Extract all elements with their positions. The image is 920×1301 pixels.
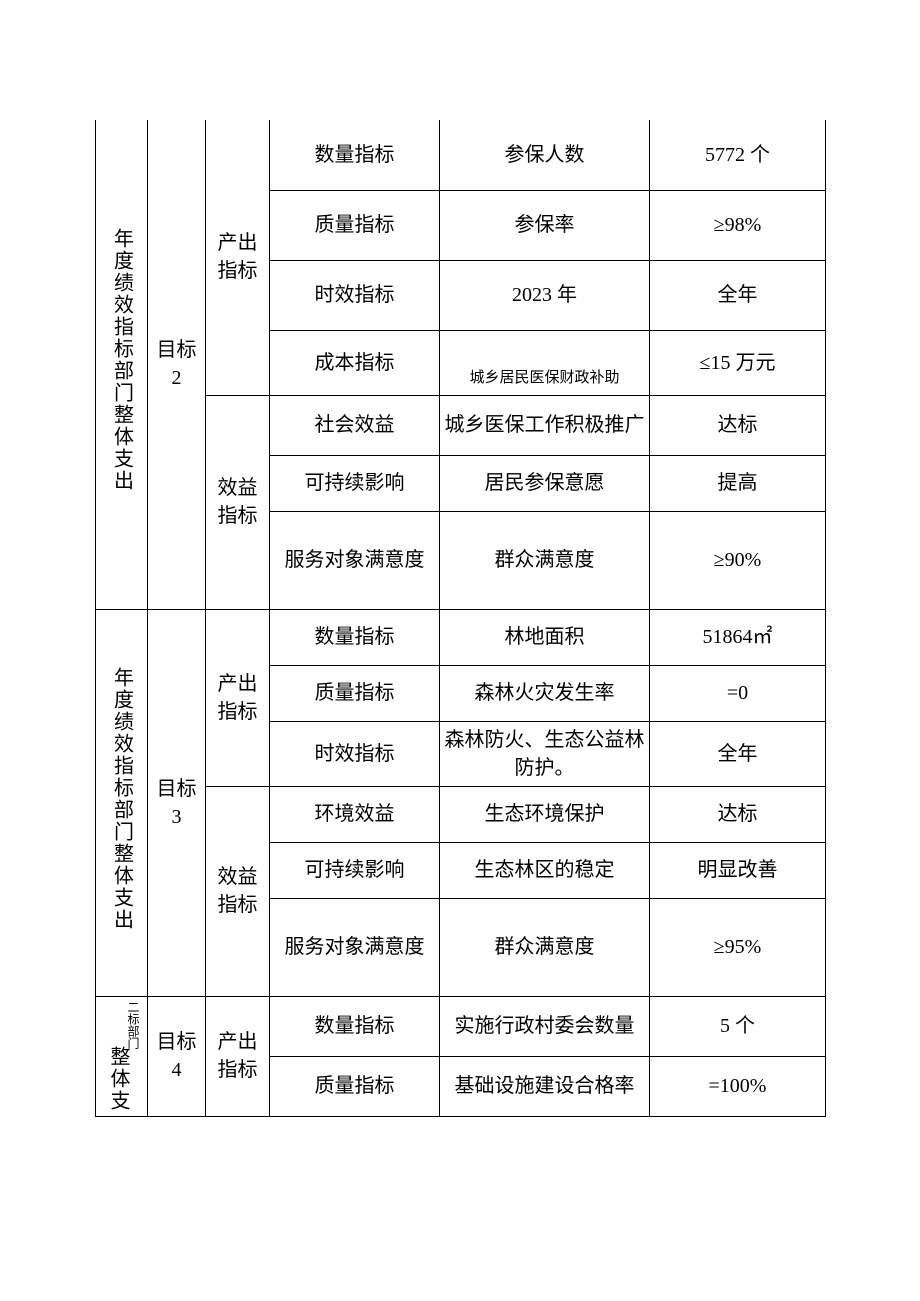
indicator-cell: 可持续影响: [270, 842, 440, 898]
desc-cell: 基础设施建设合格率: [440, 1056, 650, 1116]
cat-output-label: 产出指标: [218, 232, 258, 282]
indicator-cell: 环境效益: [270, 786, 440, 842]
indicator-cell: 时效指标: [270, 721, 440, 786]
indicator-cell: 成本指标: [270, 330, 440, 395]
value-cell: 5772 个: [650, 120, 826, 190]
indicator-cell: 时效指标: [270, 260, 440, 330]
value-cell: 5 个: [650, 996, 826, 1056]
table-row: 效益指标 环境效益 生态环境保护 达标: [96, 786, 826, 842]
value-cell: 全年: [650, 260, 826, 330]
cat-output-label: 产出指标: [218, 673, 258, 723]
side-label-text: 年度绩效指标部门整体支出: [108, 667, 136, 931]
indicator-cell: 数量指标: [270, 996, 440, 1056]
value-cell: =100%: [650, 1056, 826, 1116]
value-cell: ≤15 万元: [650, 330, 826, 395]
value-cell: ≥95%: [650, 898, 826, 996]
category-benefit: 效益指标: [206, 786, 270, 996]
value-cell: 51864㎡: [650, 609, 826, 665]
category-output: 产出指标: [206, 120, 270, 395]
category-output: 产出指标: [206, 996, 270, 1116]
value-cell: ≥98%: [650, 190, 826, 260]
desc-cell: 森林火灾发生率: [440, 665, 650, 721]
target-label: 目标4: [157, 1031, 197, 1081]
cat-benefit-label: 效益指标: [218, 866, 258, 916]
cat-output-label: 产出指标: [218, 1031, 258, 1081]
indicator-cell: 质量指标: [270, 1056, 440, 1116]
desc-cell: 2023 年: [440, 260, 650, 330]
table-row: 效益指标 社会效益 城乡医保工作积极推广 达标: [96, 395, 826, 455]
desc-cell: 群众满意度: [440, 898, 650, 996]
category-benefit: 效益指标: [206, 395, 270, 609]
desc-cell: 森林防火、生态公益林防护。: [440, 721, 650, 786]
indicator-cell: 质量指标: [270, 190, 440, 260]
desc-cell: 实施行政村委会数量: [440, 996, 650, 1056]
desc-cell: 生态林区的稳定: [440, 842, 650, 898]
table-row: 年度绩效指标部门整体支出 目标2 产出指标 数量指标 参保人数 5772 个: [96, 120, 826, 190]
target-label: 目标3: [157, 778, 197, 828]
side-label-text-top: 二标部门: [124, 1001, 141, 1049]
desc-cell: 群众满意度: [440, 511, 650, 609]
table-row: 年度绩效指标部门整体支出 目标3 产出指标 数量指标 林地面积 51864㎡: [96, 609, 826, 665]
value-cell: 达标: [650, 786, 826, 842]
indicator-cell: 社会效益: [270, 395, 440, 455]
value-cell: 明显改善: [650, 842, 826, 898]
desc-cell: 林地面积: [440, 609, 650, 665]
performance-table-page: 年度绩效指标部门整体支出 目标2 产出指标 数量指标 参保人数 5772 个 质…: [0, 0, 920, 1177]
value-cell: ≥90%: [650, 511, 826, 609]
side-label-text-bottom: 整体支: [104, 1046, 132, 1112]
indicator-cell: 质量指标: [270, 665, 440, 721]
target-cell: 目标3: [148, 609, 206, 996]
section-side-label: 年度绩效指标部门整体支出: [96, 609, 148, 996]
indicator-cell: 可持续影响: [270, 455, 440, 511]
target-cell: 目标4: [148, 996, 206, 1116]
value-cell: 全年: [650, 721, 826, 786]
section-side-label: 二标部门 整体支: [96, 996, 148, 1116]
desc-cell: 居民参保意愿: [440, 455, 650, 511]
desc-cell: 参保率: [440, 190, 650, 260]
category-output: 产出指标: [206, 609, 270, 786]
value-cell: 达标: [650, 395, 826, 455]
target-label: 目标2: [157, 339, 197, 389]
cat-benefit-label: 效益指标: [218, 477, 258, 527]
indicator-cell: 服务对象满意度: [270, 898, 440, 996]
target-cell: 目标2: [148, 120, 206, 609]
desc-cell: 参保人数: [440, 120, 650, 190]
side-label-text: 年度绩效指标部门整体支出: [108, 228, 136, 492]
table-row: 二标部门 整体支 目标4 产出指标 数量指标 实施行政村委会数量 5 个: [96, 996, 826, 1056]
desc-cell: 城乡居民医保财政补助: [440, 330, 650, 395]
value-cell: 提高: [650, 455, 826, 511]
desc-cell: 城乡医保工作积极推广: [440, 395, 650, 455]
desc-cell: 生态环境保护: [440, 786, 650, 842]
indicator-cell: 服务对象满意度: [270, 511, 440, 609]
performance-table: 年度绩效指标部门整体支出 目标2 产出指标 数量指标 参保人数 5772 个 质…: [95, 120, 826, 1117]
indicator-cell: 数量指标: [270, 609, 440, 665]
value-cell: =0: [650, 665, 826, 721]
section-side-label: 年度绩效指标部门整体支出: [96, 120, 148, 609]
indicator-cell: 数量指标: [270, 120, 440, 190]
